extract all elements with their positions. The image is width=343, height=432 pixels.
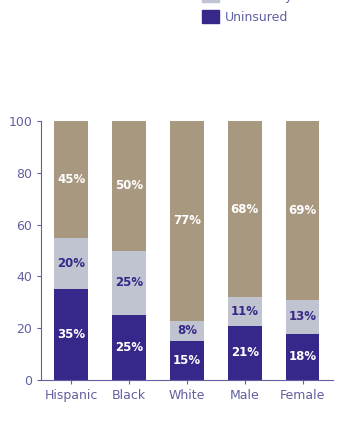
Text: 50%: 50% [115, 179, 143, 192]
Text: 15%: 15% [173, 354, 201, 367]
Bar [170, 121, 204, 321]
Bar [112, 251, 146, 315]
Text: 45%: 45% [57, 173, 85, 186]
Text: 21%: 21% [231, 346, 259, 359]
Text: 18%: 18% [288, 350, 317, 363]
Text: 20%: 20% [57, 257, 85, 270]
Bar [228, 121, 262, 297]
Text: 11%: 11% [231, 305, 259, 318]
Text: 68%: 68% [231, 203, 259, 216]
Bar [228, 297, 262, 326]
Bar [55, 289, 88, 380]
Bar [170, 321, 204, 341]
Text: 8%: 8% [177, 324, 197, 337]
Legend: Private, Public only, Uninsured: Private, Public only, Uninsured [199, 0, 295, 26]
Text: 13%: 13% [289, 310, 317, 323]
Bar [228, 326, 262, 380]
Bar [286, 300, 319, 334]
Bar [55, 238, 88, 289]
Bar [112, 315, 146, 380]
Bar [286, 121, 319, 300]
Text: 25%: 25% [115, 341, 143, 354]
Text: 77%: 77% [173, 214, 201, 227]
Bar [286, 334, 319, 380]
Text: 35%: 35% [57, 328, 85, 341]
Bar [170, 341, 204, 380]
Bar [55, 121, 88, 238]
Text: 25%: 25% [115, 276, 143, 289]
Bar [112, 121, 146, 251]
Text: 69%: 69% [288, 204, 317, 217]
